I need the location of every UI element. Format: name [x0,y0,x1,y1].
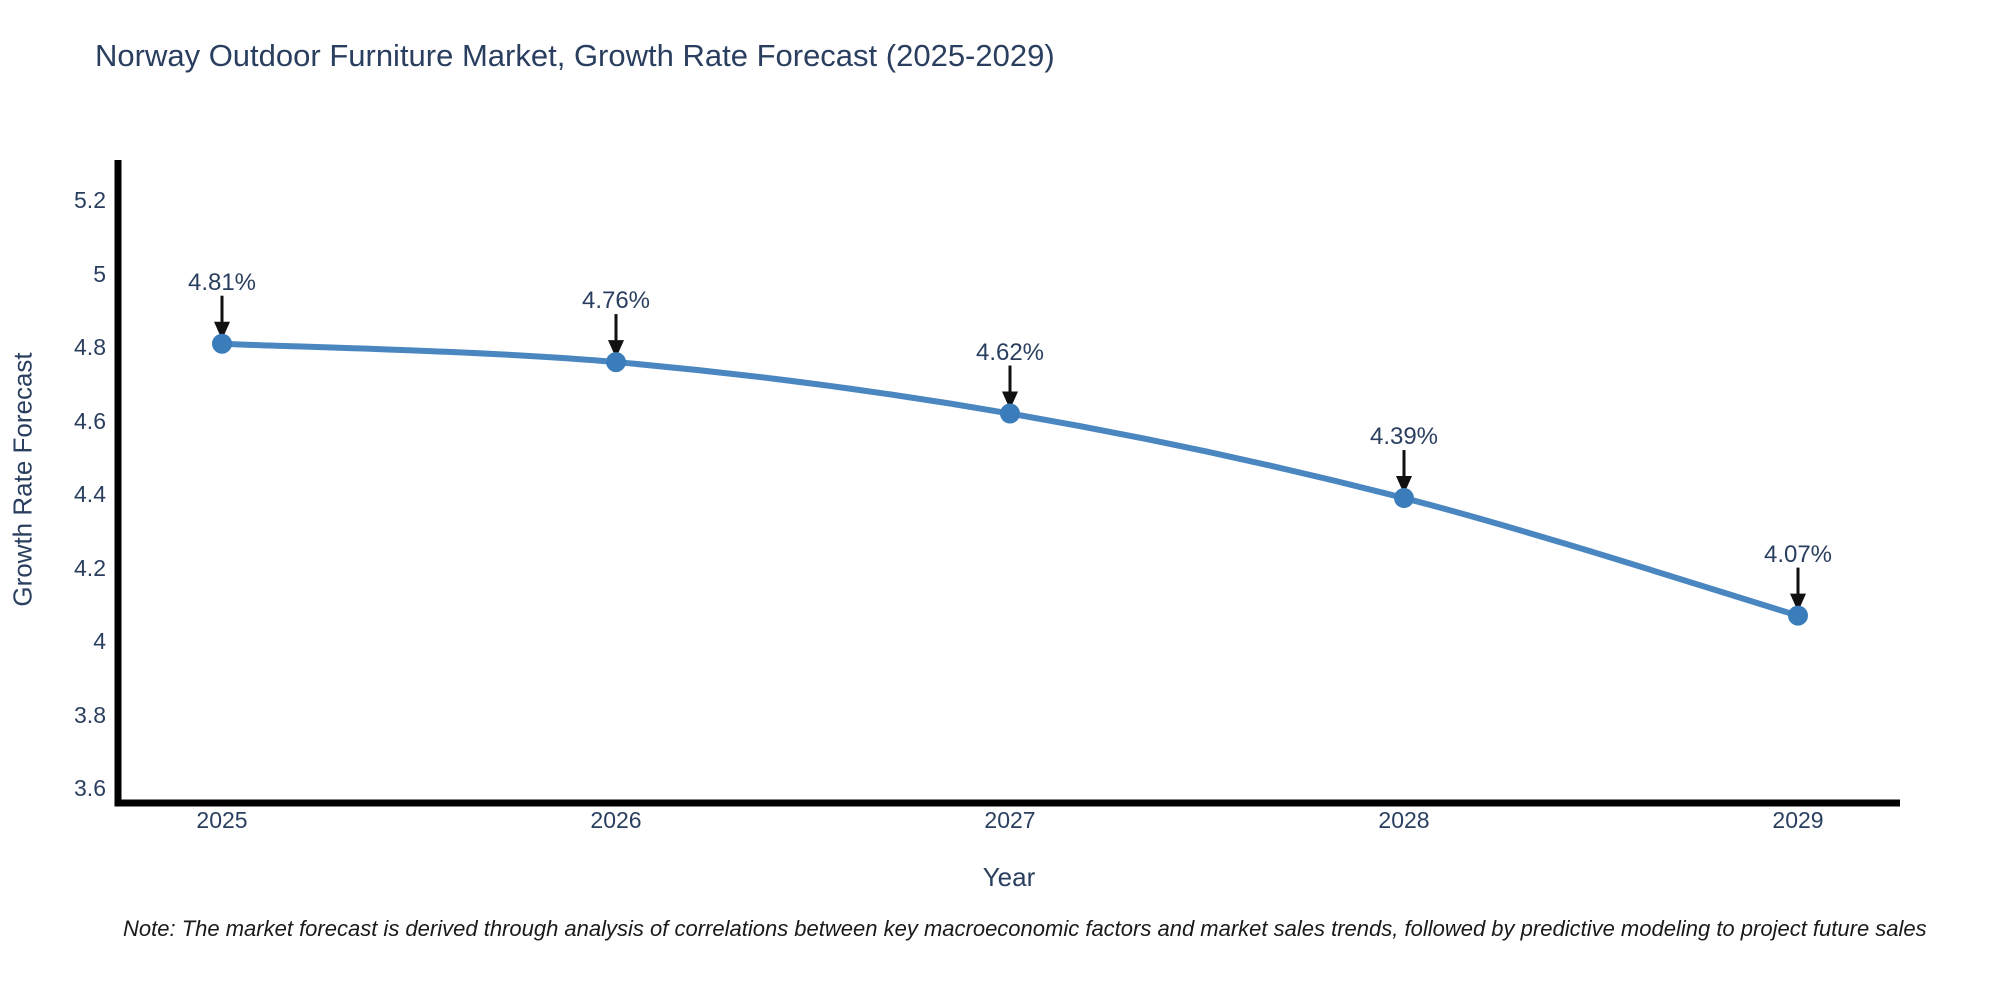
point-value-label: 4.39% [1369,423,1439,451]
annotation-arrowhead [214,321,230,340]
annotation-arrowhead [1396,476,1412,495]
y-tick-label: 4.4 [74,481,106,508]
y-tick-label: 4.8 [74,334,106,361]
data-point-marker[interactable] [1000,403,1020,424]
y-tick-label: 4.2 [74,554,106,581]
point-value-label: 4.62% [975,338,1045,366]
data-point-marker[interactable] [1788,605,1808,626]
x-axis-title: Year [982,862,1036,892]
y-tick-label: 3.6 [74,775,106,802]
footnote: Note: The market forecast is derived thr… [123,916,1927,941]
x-tick-label: 2029 [1772,807,1824,833]
x-tick-label: 2027 [984,807,1036,833]
data-point-marker[interactable] [606,352,626,373]
y-axis-title: Growth Rate Forecast [7,351,38,607]
x-tick-label: 2026 [590,807,642,833]
x-tick-label: 2025 [196,807,248,833]
point-value-label: 4.76% [581,287,651,315]
x-tick-label: 2028 [1378,807,1430,833]
data-point-marker[interactable] [212,333,232,354]
axes [114,160,1900,807]
point-value-label: 4.81% [187,268,257,296]
point-value-label: 4.07% [1763,540,1833,568]
annotation-arrowhead [608,340,624,359]
data-point-marker[interactable] [1394,488,1414,509]
y-tick-label: 5 [93,260,106,287]
chart-title: Norway Outdoor Furniture Market, Growth … [95,38,1055,73]
y-tick-label: 4 [93,628,106,655]
y-tick-label: 5.2 [74,187,106,214]
y-tick-label: 4.6 [74,407,106,434]
annotation-arrowhead [1002,391,1018,410]
y-tick-label: 3.8 [74,701,106,728]
annotation-arrowhead [1790,593,1806,612]
